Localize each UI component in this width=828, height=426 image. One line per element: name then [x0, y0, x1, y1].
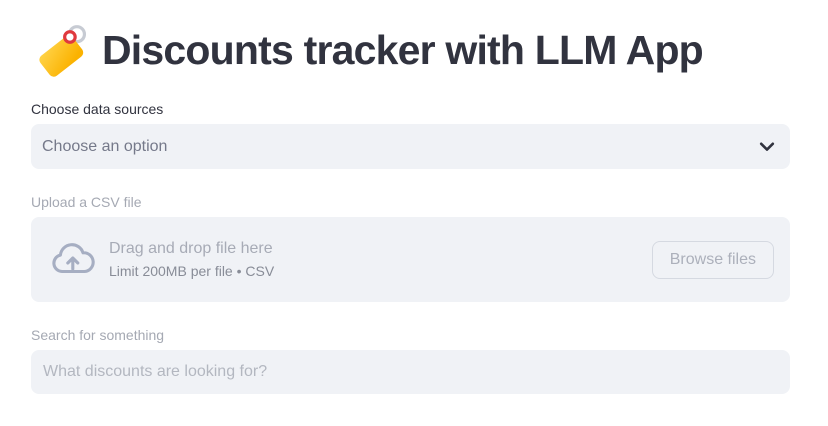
- page-header: Discounts tracker with LLM App: [31, 22, 790, 82]
- search-label: Search for something: [31, 327, 165, 343]
- label-tag-icon: [39, 25, 87, 77]
- dropzone-limit: Limit 200MB per file • CSV: [109, 263, 275, 279]
- browse-files-button[interactable]: Browse files: [651, 240, 774, 279]
- file-uploader-label: Upload a CSV file: [31, 194, 142, 210]
- search-field: Search for something: [31, 327, 790, 394]
- select-value: Choose an option: [42, 137, 168, 155]
- chevron-down-icon[interactable]: [759, 142, 775, 152]
- file-uploader-field: Upload a CSV file Drag and drop file her…: [31, 194, 790, 302]
- dropzone-text: Drag and drop file here Limit 200MB per …: [109, 240, 638, 279]
- data-sources-label: Choose data sources: [31, 101, 164, 117]
- data-sources-field: Choose data sources Choose an option: [31, 101, 790, 169]
- page-title: Discounts tracker with LLM App: [102, 26, 704, 73]
- file-dropzone[interactable]: Drag and drop file here Limit 200MB per …: [31, 217, 790, 302]
- dropzone-instructions: Drag and drop file here: [109, 240, 273, 257]
- cloud-upload-icon: [52, 243, 95, 274]
- search-input[interactable]: [31, 350, 790, 394]
- data-sources-select[interactable]: Choose an option: [31, 124, 790, 169]
